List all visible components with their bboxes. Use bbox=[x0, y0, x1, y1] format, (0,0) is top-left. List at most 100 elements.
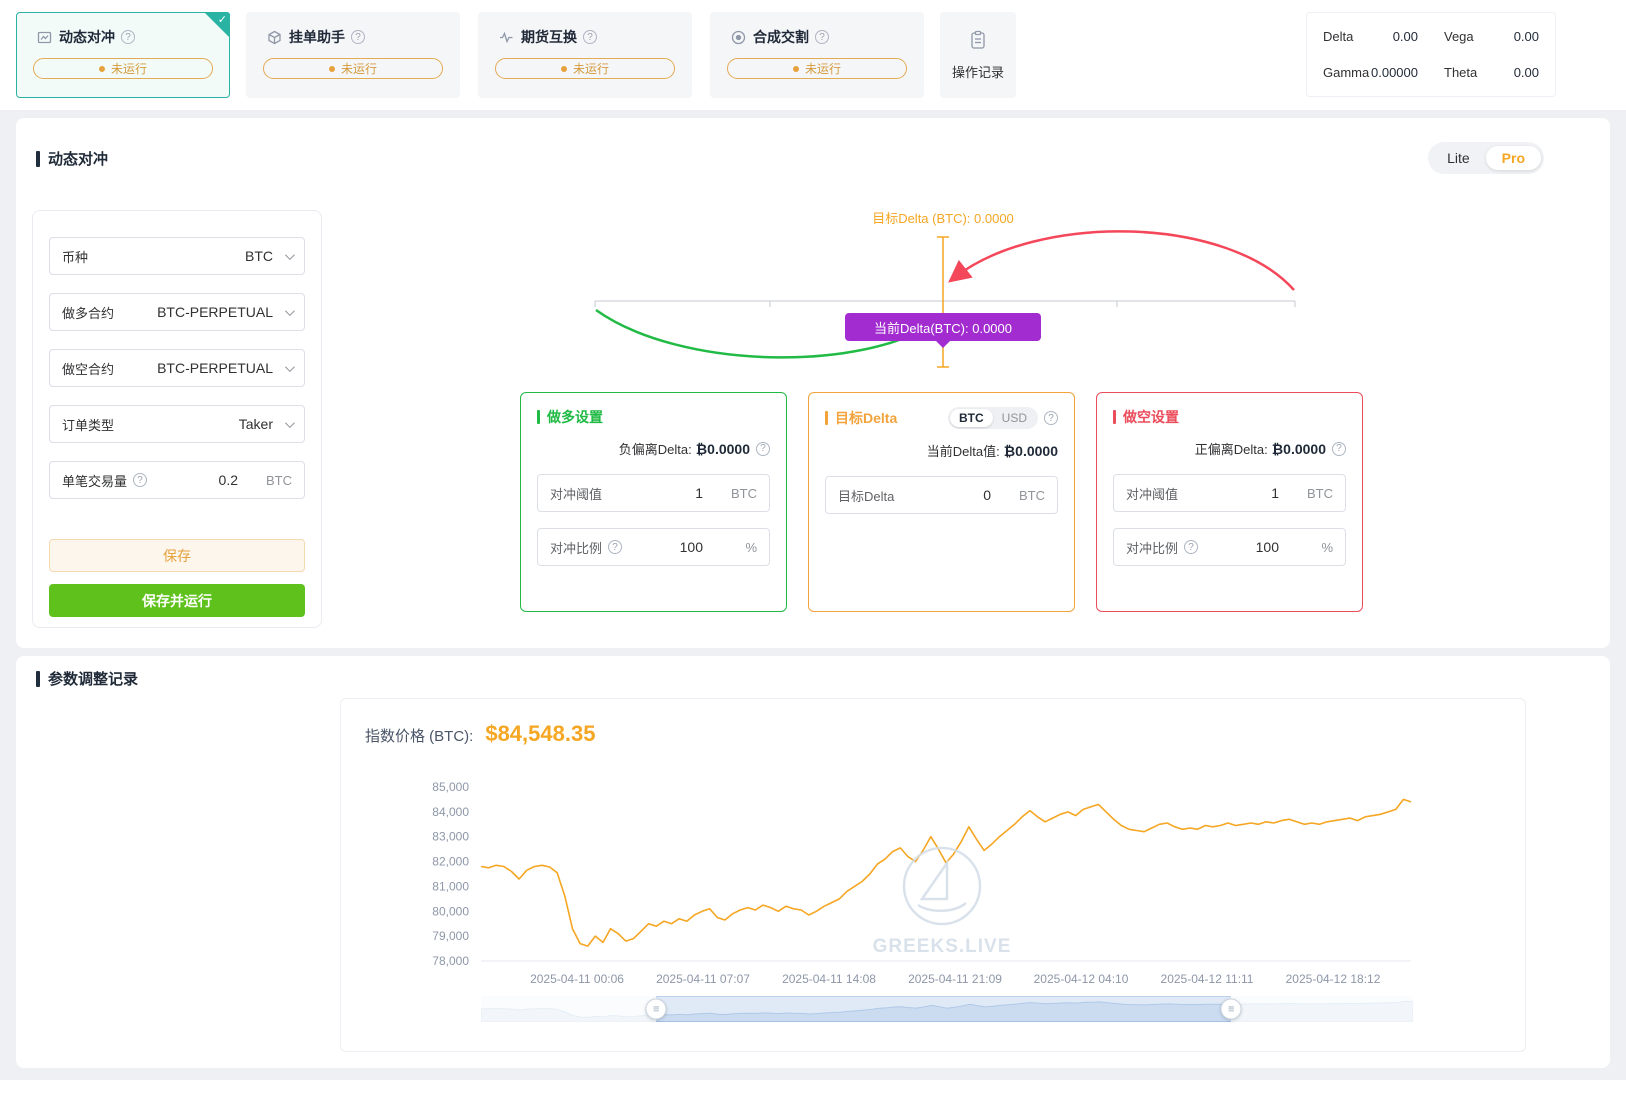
help-icon[interactable] bbox=[121, 30, 135, 44]
svg-text:2025-04-12 11:11: 2025-04-12 11:11 bbox=[1161, 972, 1254, 986]
short-contract-select[interactable]: 做空合约 BTC-PERPETUAL bbox=[49, 349, 305, 387]
hedge-settings-form: 币种 BTC 做多合约 BTC-PERPETUAL 做空合约 BTC-PERPE… bbox=[32, 210, 322, 628]
short-settings-card: 做空设置 正偏离Delta:₿0.0000 对冲阈值 1 BTC 对冲比例 10… bbox=[1096, 392, 1363, 612]
svg-text:84,000: 84,000 bbox=[432, 805, 469, 819]
delta-value: 0.00 bbox=[1392, 29, 1418, 45]
chevron-down-icon bbox=[284, 249, 295, 260]
synthetic-delivery-icon bbox=[731, 30, 746, 45]
status-dot-icon bbox=[560, 65, 567, 72]
dynamic-hedge-panel: 动态对冲 Lite Pro 币种 BTC 做多合约 BTC-PERPETUAL … bbox=[16, 118, 1610, 648]
hedge-threshold-input[interactable]: 对冲阈值 1 BTC bbox=[537, 474, 770, 512]
help-icon[interactable] bbox=[1184, 540, 1199, 554]
index-price-chart-card: 指数价格 (BTC): $84,548.35 GREEKS.LIVE 78,00… bbox=[340, 698, 1526, 1052]
greeks-summary: Delta 0.00 Vega 0.00 Gamma 0.00000 Theta 0.0… bbox=[1306, 12, 1556, 97]
help-icon[interactable] bbox=[815, 30, 829, 44]
theta-label: Theta bbox=[1444, 64, 1478, 80]
chevron-down-icon bbox=[284, 305, 295, 316]
brush-track[interactable]: ≡ ≡ bbox=[481, 996, 1413, 1022]
status-text: 未运行 bbox=[110, 62, 147, 76]
hedge-threshold-input[interactable]: 对冲阈值 1 BTC bbox=[1113, 474, 1346, 512]
price-chart-svg: 78,000 79,000 80,000 81,000 82,000 83,000 84,0… bbox=[432, 780, 1412, 986]
save-and-run-button[interactable]: 保存并运行 bbox=[49, 584, 305, 617]
svg-text:85,000: 85,000 bbox=[432, 780, 469, 794]
delta-axis-graphic bbox=[594, 230, 1296, 368]
operation-records-button[interactable]: 操作记录 bbox=[940, 12, 1016, 98]
parameter-records-panel: 参数调整记录 指数价格 (BTC): $84,548.35 GREEKS.LIV… bbox=[16, 656, 1610, 1068]
target-delta-card: 目标Delta BTC USD 当前Delta值:₿0.0000 目标Delta… bbox=[808, 392, 1075, 612]
svg-text:83,000: 83,000 bbox=[432, 830, 469, 844]
tab-label: 期货互换 bbox=[521, 29, 577, 45]
help-icon[interactable] bbox=[133, 473, 148, 487]
hedge-ratio-input[interactable]: 对冲比例 100 % bbox=[1113, 528, 1346, 566]
hedge-ratio-input[interactable]: 对冲比例 100 % bbox=[537, 528, 770, 566]
index-price-value: $84,548.35 bbox=[485, 721, 596, 746]
help-icon[interactable] bbox=[1044, 411, 1058, 425]
positive-deviation-delta: 正偏离Delta: ₿0.0000 bbox=[1113, 439, 1346, 458]
pro-toggle[interactable]: Pro bbox=[1485, 146, 1541, 170]
setting-cards: 做多设置 负偏离Delta:₿0.0000 对冲阈值 1 BTC 对冲比例 10… bbox=[520, 392, 1363, 612]
svg-text:78,000: 78,000 bbox=[432, 954, 469, 968]
records-title: 参数调整记录 bbox=[36, 668, 138, 689]
card-accent-bar bbox=[537, 410, 540, 424]
status-text: 未运行 bbox=[340, 62, 377, 76]
currency-select[interactable]: 币种 BTC bbox=[49, 237, 305, 275]
help-icon[interactable] bbox=[351, 30, 365, 44]
brush-selection[interactable] bbox=[656, 996, 1232, 1022]
selected-check-icon bbox=[204, 12, 230, 38]
delta-label: Delta bbox=[1323, 29, 1354, 45]
negative-deviation-delta: 负偏离Delta: ₿0.0000 bbox=[537, 439, 770, 458]
current-delta-tooltip: 当前Delta(BTC): 0.0000 bbox=[845, 313, 1041, 348]
gamma-label: Gamma bbox=[1323, 64, 1370, 80]
title-bar-icon bbox=[36, 150, 40, 167]
tab-order-assistant[interactable]: 挂单助手 未运行 bbox=[246, 12, 460, 98]
trade-size-input[interactable]: 单笔交易量 0.2 BTC bbox=[49, 461, 305, 499]
lite-toggle[interactable]: Lite bbox=[1447, 150, 1470, 166]
order-assistant-icon bbox=[267, 30, 282, 45]
page-title: 动态对冲 bbox=[36, 148, 108, 169]
mode-toggle: Lite Pro bbox=[1428, 142, 1544, 174]
save-button[interactable]: 保存 bbox=[49, 539, 305, 572]
svg-text:2025-04-11 00:06: 2025-04-11 00:06 bbox=[530, 972, 624, 986]
target-delta-label: 目标Delta (BTC): 0.0000 bbox=[872, 211, 1014, 226]
brush-handle-left[interactable]: ≡ bbox=[645, 998, 667, 1020]
topbar: 动态对冲 未运行 挂单助手 未运行 期货互换 bbox=[0, 0, 1626, 110]
target-delta-input[interactable]: 目标Delta 0 BTC bbox=[825, 476, 1058, 514]
tab-synthetic-delivery[interactable]: 合成交割 未运行 bbox=[710, 12, 924, 98]
long-contract-select[interactable]: 做多合约 BTC-PERPETUAL bbox=[49, 293, 305, 331]
status-text: 未运行 bbox=[804, 62, 841, 76]
tab-label: 动态对冲 bbox=[59, 29, 115, 45]
vega-value: 0.00 bbox=[1513, 29, 1539, 45]
dynamic-hedge-icon bbox=[37, 30, 52, 45]
svg-text:82,000: 82,000 bbox=[432, 855, 469, 869]
svg-text:2025-04-12 04:10: 2025-04-12 04:10 bbox=[1034, 972, 1129, 986]
help-icon[interactable] bbox=[756, 441, 770, 456]
help-icon[interactable] bbox=[608, 540, 623, 554]
chevron-down-icon bbox=[284, 417, 295, 428]
chevron-down-icon bbox=[284, 361, 295, 372]
tab-label: 挂单助手 bbox=[289, 29, 345, 45]
usd-unit-toggle[interactable]: USD bbox=[1001, 411, 1027, 425]
tab-futures-swap[interactable]: 期货互换 未运行 bbox=[478, 12, 692, 98]
title-bar-icon bbox=[36, 670, 40, 687]
svg-text:81,000: 81,000 bbox=[432, 879, 469, 893]
theta-value: 0.00 bbox=[1513, 64, 1539, 80]
help-icon[interactable] bbox=[583, 30, 597, 44]
btc-unit-toggle[interactable]: BTC bbox=[949, 409, 993, 427]
card-accent-bar bbox=[825, 411, 828, 425]
svg-text:2025-04-12 18:12: 2025-04-12 18:12 bbox=[1286, 972, 1381, 986]
svg-text:80,000: 80,000 bbox=[432, 904, 469, 918]
records-label: 操作记录 bbox=[951, 64, 1004, 80]
tab-dynamic-hedge[interactable]: 动态对冲 未运行 bbox=[16, 12, 230, 98]
futures-swap-icon bbox=[499, 30, 514, 45]
brush-handle-right[interactable]: ≡ bbox=[1220, 998, 1242, 1020]
order-type-select[interactable]: 订单类型 Taker bbox=[49, 405, 305, 443]
status-pill: 未运行 bbox=[33, 58, 213, 79]
btc-usd-toggle: BTC USD bbox=[947, 407, 1038, 429]
status-dot-icon bbox=[98, 65, 105, 72]
tab-label: 合成交割 bbox=[753, 29, 809, 45]
help-icon[interactable] bbox=[1332, 441, 1346, 456]
card-accent-bar bbox=[1113, 410, 1116, 424]
status-text: 未运行 bbox=[572, 62, 609, 76]
brush-overlay-left bbox=[481, 996, 657, 1022]
vega-label: Vega bbox=[1444, 29, 1474, 45]
